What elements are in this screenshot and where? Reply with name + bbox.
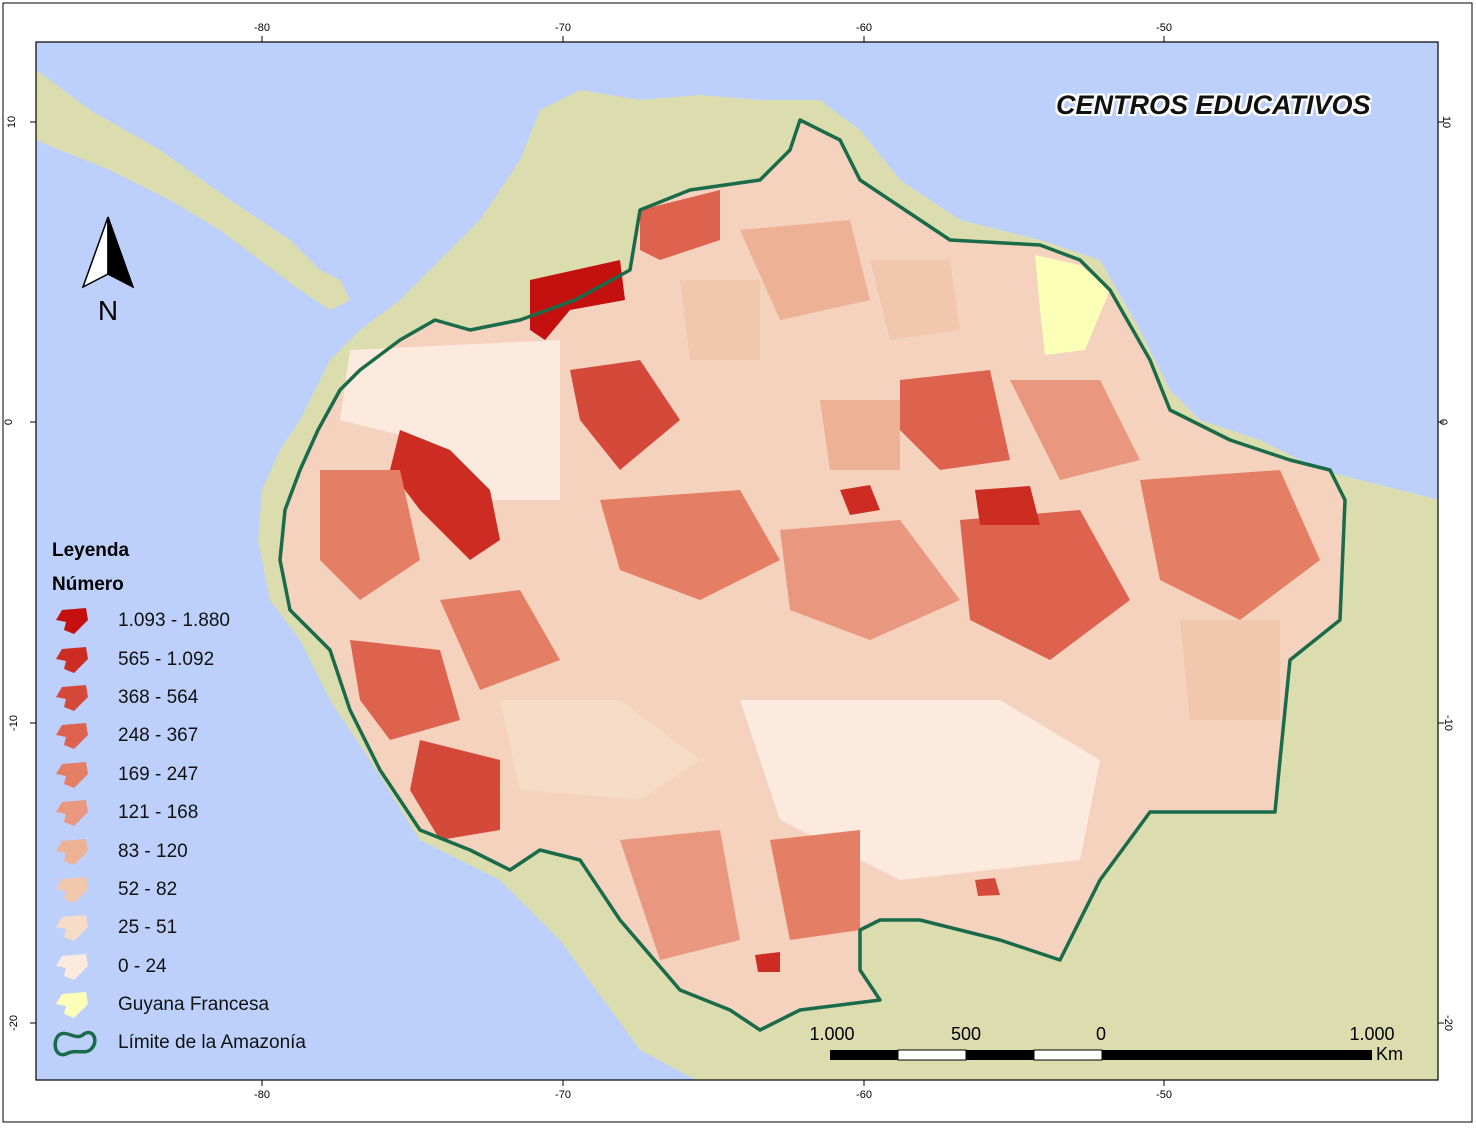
map-title: CENTROS EDUCATIVOS (1056, 90, 1371, 120)
scale-label-4: 1.000 (1349, 1024, 1395, 1044)
north-label: N (98, 295, 118, 326)
tick-top-1: -80 (254, 22, 270, 34)
legend-item: 1.093 - 1.880 (52, 602, 306, 640)
tick-right-1: 10 (1440, 115, 1453, 129)
legend-swatch (56, 646, 88, 673)
legend-swatch (53, 1031, 97, 1057)
legend-swatch (56, 876, 88, 903)
scale-bar: 1.000 500 0 1.000 Km (800, 1024, 1420, 1084)
legend-title: Leyenda (52, 540, 130, 561)
legend-item-label: 248 - 367 (118, 725, 199, 747)
tick-left-1: 10 (6, 115, 19, 129)
legend-swatch (56, 608, 88, 635)
choropleth-municipalities (320, 190, 1320, 972)
map-border (35, 41, 1439, 1081)
tick-top-4: -50 (1156, 22, 1172, 34)
legend-swatch (56, 953, 88, 980)
tick-left-4: -20 (7, 1015, 20, 1031)
scale-label-3: 0 (1095, 1024, 1107, 1044)
legend-item-label: 25 - 51 (118, 917, 178, 939)
legend-item-label: 0 - 24 (118, 955, 167, 977)
legend-subtitle: Número (52, 574, 124, 595)
legend-item: 52 - 82 (52, 871, 306, 909)
legend-swatch (56, 761, 88, 788)
legend-item-label: 565 - 1.092 (118, 648, 215, 670)
legend-item-label: 83 - 120 (118, 840, 188, 862)
scale-label-2: 500 (950, 1024, 982, 1044)
legend-item: Límite de la Amazonía (52, 1024, 306, 1062)
tick-bottom-4: -50 (1156, 1089, 1172, 1101)
legend-item: 565 - 1.092 (52, 640, 306, 678)
north-arrow-icon: N (78, 212, 138, 332)
tick-bottom-3: -60 (856, 1089, 872, 1101)
scale-label-1: 1.000 (809, 1024, 855, 1044)
legend-item-label: Límite de la Amazonía (118, 1032, 306, 1054)
legend-item-label: 1.093 - 1.880 (118, 610, 230, 632)
legend-item-label: 368 - 564 (118, 686, 199, 708)
tick-right-2: 0 (1437, 418, 1450, 426)
scale-unit: Km (1376, 1044, 1403, 1064)
scale-bar-graphic (830, 1049, 1372, 1061)
legend-item: 169 - 247 (52, 756, 306, 794)
legend-item: 121 - 168 (52, 794, 306, 832)
legend-item-label: 121 - 168 (118, 802, 199, 824)
legend-swatch (56, 992, 88, 1019)
amazon-boundary (278, 118, 1347, 1032)
legend-item-label: Guyana Francesa (118, 994, 270, 1016)
tick-right-4: -20 (1441, 1015, 1454, 1031)
legend: Leyenda Número 1.093 - 1.880 565 - 1.092 3… (52, 540, 306, 1063)
tick-bottom-1: -80 (254, 1089, 270, 1101)
legend-swatch (56, 723, 88, 750)
legend-item: 25 - 51 (52, 909, 306, 947)
graticule-ticks (30, 36, 1444, 1086)
legend-swatch (56, 800, 88, 827)
legend-item: Guyana Francesa (52, 986, 306, 1024)
tick-top-2: -70 (555, 22, 571, 34)
land-central-america (36, 70, 350, 310)
legend-swatch (56, 684, 88, 711)
legend-swatch (56, 915, 88, 942)
legend-item: 83 - 120 (52, 832, 306, 870)
legend-item: 248 - 367 (52, 717, 306, 755)
lake (502, 104, 530, 148)
tick-right-3: -10 (1441, 715, 1454, 731)
legend-item: 368 - 564 (52, 679, 306, 717)
legend-item-label: 169 - 247 (118, 763, 199, 785)
tick-left-3: -10 (7, 715, 20, 731)
legend-item: 0 - 24 (52, 948, 306, 986)
tick-bottom-2: -70 (555, 1089, 571, 1101)
legend-swatch (56, 838, 88, 865)
tick-left-2: 0 (3, 418, 16, 426)
tick-top-3: -60 (856, 22, 872, 34)
legend-item-label: 52 - 82 (118, 878, 178, 900)
